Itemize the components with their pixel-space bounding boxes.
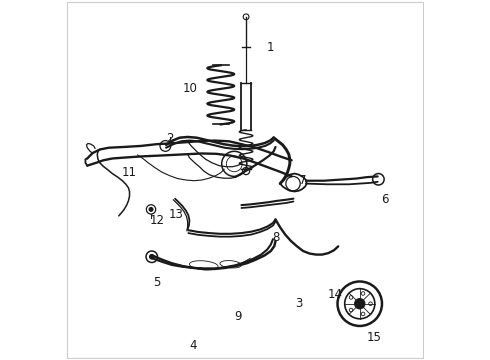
Text: 6: 6 xyxy=(381,193,389,206)
Text: 3: 3 xyxy=(295,297,303,310)
Text: 1: 1 xyxy=(267,41,274,54)
Text: 14: 14 xyxy=(327,288,343,301)
Text: 8: 8 xyxy=(272,231,279,244)
Text: 7: 7 xyxy=(299,174,306,186)
Text: 11: 11 xyxy=(122,166,136,179)
Circle shape xyxy=(355,299,365,309)
Text: 15: 15 xyxy=(367,331,382,344)
Circle shape xyxy=(149,255,154,259)
Text: 5: 5 xyxy=(153,276,161,289)
Text: 10: 10 xyxy=(183,82,197,95)
Text: 4: 4 xyxy=(190,339,197,352)
Text: 13: 13 xyxy=(169,208,184,221)
Circle shape xyxy=(149,208,153,211)
Text: 2: 2 xyxy=(166,132,173,145)
Text: 12: 12 xyxy=(150,214,165,227)
Text: 9: 9 xyxy=(234,310,242,324)
